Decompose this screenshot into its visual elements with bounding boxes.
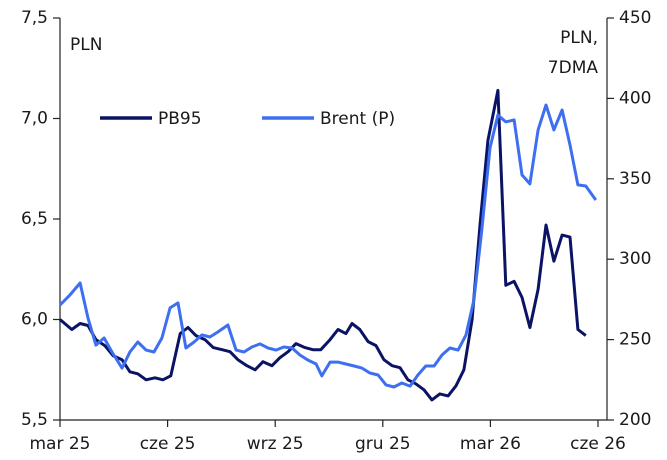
y-tick-label: 7,0 — [21, 109, 48, 129]
y2-tick-label: 400 — [619, 88, 651, 108]
x-tick-label: mar 26 — [460, 434, 521, 454]
y-tick-label: 6,0 — [21, 310, 48, 330]
line-series — [59, 88, 587, 402]
y-tick-label: 7,5 — [21, 8, 48, 28]
x-tick-label: cze 26 — [570, 434, 626, 454]
y2-axis-label: 7DMA — [548, 58, 599, 78]
legend-label: PB95 — [158, 109, 202, 129]
x-tick-label: mar 25 — [29, 434, 90, 454]
line-series — [58, 103, 598, 389]
y2-tick-label: 250 — [619, 330, 651, 350]
y-tick-label: 6,5 — [21, 209, 48, 229]
x-tick-label: gru 25 — [355, 434, 411, 454]
y2-tick-label: 300 — [619, 249, 651, 269]
legend-label: Brent (P) — [320, 109, 395, 129]
y-tick-label: 5,5 — [21, 410, 48, 430]
x-tick-label: cze 25 — [140, 434, 196, 454]
y2-tick-label: 350 — [619, 169, 651, 189]
y-axis-label: PLN — [70, 35, 102, 55]
x-tick-label: wrz 25 — [247, 434, 304, 454]
y2-axis-label: PLN, — [560, 28, 598, 48]
y2-tick-label: 200 — [619, 410, 651, 430]
y2-tick-label: 450 — [619, 8, 651, 28]
